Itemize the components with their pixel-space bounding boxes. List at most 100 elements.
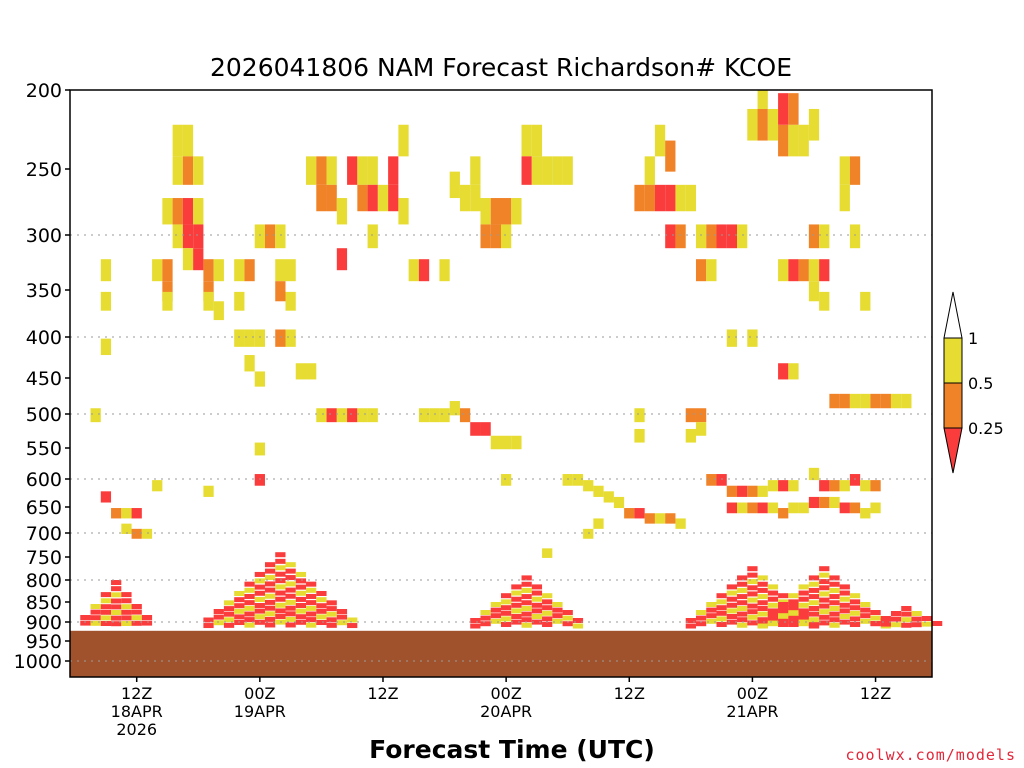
x-tick-label: 12Z <box>860 684 891 703</box>
boundary-band <box>829 606 840 611</box>
heatmap-cell <box>665 184 676 212</box>
heatmap-cell <box>388 156 399 185</box>
boundary-band <box>521 600 532 606</box>
boundary-band <box>808 611 820 617</box>
heatmap-cell <box>326 408 337 423</box>
heatmap-cell <box>244 355 255 372</box>
boundary-band <box>254 614 265 620</box>
heatmap-cell <box>367 408 378 423</box>
boundary-band <box>808 575 820 581</box>
boundary-band <box>203 617 214 623</box>
boundary-band <box>254 590 265 596</box>
boundary-band <box>695 610 707 615</box>
heatmap-cell <box>593 485 604 497</box>
heatmap-cell <box>706 224 717 249</box>
boundary-band <box>819 603 830 609</box>
boundary-band <box>839 619 850 625</box>
boundary-band <box>244 593 255 599</box>
boundary-band <box>285 562 296 568</box>
boundary-band <box>788 593 799 599</box>
heatmap-cell <box>788 259 799 282</box>
heatmap-cell <box>254 371 265 387</box>
heatmap-cell <box>182 198 194 225</box>
heatmap-cell <box>685 408 696 423</box>
heatmap-cell <box>808 281 820 302</box>
boundary-band <box>100 609 112 615</box>
heatmap-cell <box>480 198 491 225</box>
boundary-band <box>223 622 235 628</box>
boundary-band <box>90 604 101 609</box>
boundary-band <box>747 585 758 591</box>
heatmap-cell <box>788 502 799 514</box>
heatmap-cell <box>254 474 265 486</box>
boundary-band <box>285 605 296 611</box>
heatmap-cell <box>459 184 471 212</box>
boundary-band <box>213 620 224 626</box>
heatmap-cell <box>747 108 758 141</box>
boundary-band <box>234 614 245 620</box>
heatmap-cell <box>501 198 512 225</box>
heatmap-cell <box>316 408 327 423</box>
heatmap-cell <box>490 224 501 249</box>
boundary-band <box>111 580 122 585</box>
boundary-band <box>121 609 132 615</box>
boundary-band <box>829 617 840 623</box>
boundary-band <box>778 599 789 605</box>
heatmap-cell <box>162 281 173 302</box>
boundary-band <box>778 593 789 599</box>
boundary-band <box>890 611 902 616</box>
boundary-band <box>819 572 830 578</box>
heatmap-cell <box>418 408 430 423</box>
boundary-band <box>264 599 276 605</box>
heatmap-cell <box>213 301 224 321</box>
heatmap-cell <box>839 184 850 212</box>
legend-arrow-top <box>943 291 963 339</box>
boundary-band <box>716 605 727 611</box>
boundary-band <box>747 572 758 578</box>
boundary-band <box>285 568 296 574</box>
heatmap-cell <box>572 474 584 486</box>
y-tick-label: 400 <box>26 327 62 349</box>
heatmap-cell <box>737 224 748 249</box>
heatmap-cell <box>542 156 553 185</box>
boundary-band <box>90 615 101 621</box>
legend-label: 0.5 <box>968 374 993 393</box>
boundary-band <box>890 616 902 622</box>
heatmap-cell <box>695 408 707 423</box>
boundary-band <box>552 618 563 624</box>
boundary-band <box>562 621 573 627</box>
boundary-band <box>747 609 758 615</box>
boundary-band <box>131 604 142 609</box>
data-cells <box>90 90 912 558</box>
boundary-band <box>747 620 758 626</box>
heatmap-cell <box>244 329 255 347</box>
boundary-band <box>562 610 573 615</box>
heatmap-cell <box>490 198 501 225</box>
boundary-band <box>932 621 943 626</box>
boundary-band <box>849 616 861 622</box>
heatmap-cell <box>819 480 830 492</box>
boundary-band <box>234 597 245 603</box>
heatmap-cell <box>665 513 676 524</box>
boundary-band <box>747 614 758 620</box>
boundary-band <box>808 622 820 628</box>
heatmap-cell <box>162 259 173 282</box>
boundary-band <box>726 614 738 619</box>
boundary-band <box>111 610 122 615</box>
heatmap-cell <box>634 428 645 443</box>
boundary-band <box>726 619 738 625</box>
heatmap-cell <box>111 508 122 519</box>
source-credit[interactable]: coolwx.com/models <box>845 746 1016 764</box>
boundary-band <box>531 596 543 602</box>
y-tick-label: 800 <box>26 570 62 592</box>
boundary-band <box>470 618 481 623</box>
boundary-band <box>911 622 922 628</box>
heatmap-cell <box>172 224 183 249</box>
x-tick-label: 12Z <box>614 684 645 703</box>
heatmap-cell <box>100 259 112 282</box>
legend-label: 0.25 <box>968 419 1004 438</box>
heatmap-cell <box>542 548 553 558</box>
y-tick-label: 750 <box>26 547 62 569</box>
boundary-band <box>111 592 122 598</box>
boundary-band <box>870 610 881 615</box>
